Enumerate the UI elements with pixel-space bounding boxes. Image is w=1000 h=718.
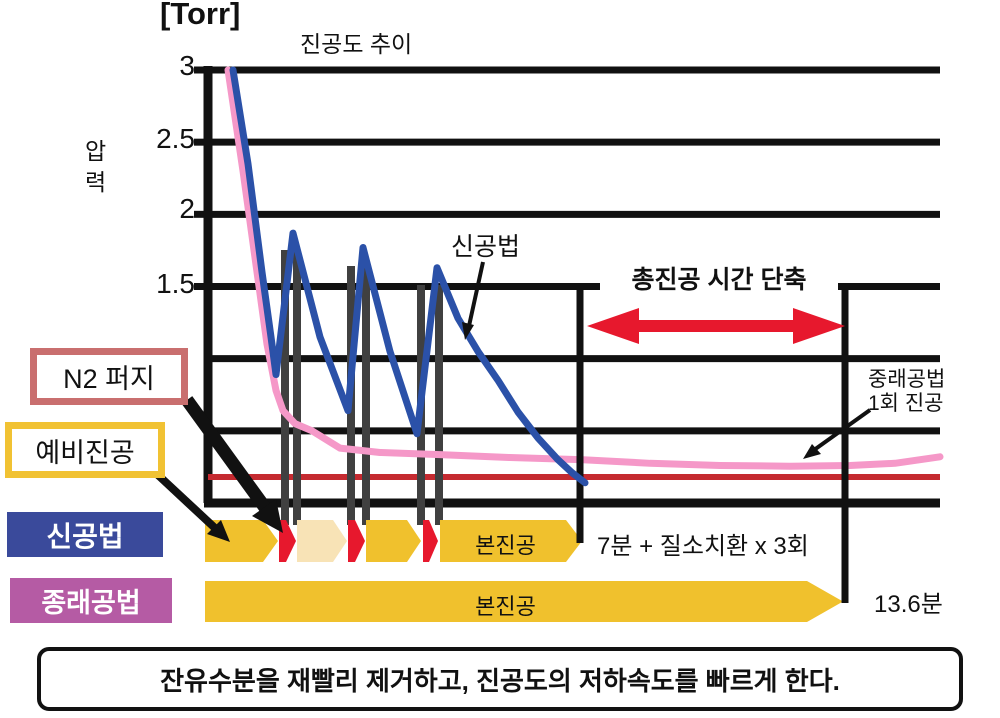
time-reduction-double-arrow	[587, 308, 845, 344]
legend-new-method: 신공법	[7, 512, 163, 557]
series-new-method-line	[229, 66, 589, 487]
y-tick-label-3: 3	[179, 50, 195, 81]
conventional-method-annotation: 중래공법 1회 진공	[868, 368, 945, 416]
process-step-cream	[297, 520, 347, 562]
y-tick-label-1-5: 1.5	[156, 268, 195, 299]
conventional-annotation-line2: 1회 진공	[868, 392, 944, 416]
annotation-arrow-line	[181, 396, 272, 513]
legend-conventional-method: 종래공법	[10, 578, 172, 623]
annotation-arrow-head	[207, 520, 230, 542]
annotation-arrow-head	[252, 499, 283, 533]
process-step-yellow	[440, 520, 582, 562]
y-tick-label-2: 2	[179, 193, 195, 224]
annotation-arrow-line	[467, 261, 485, 327]
n2-purge-callout: N2 퍼지	[30, 348, 188, 405]
annotation-arrow-head	[803, 444, 821, 459]
new-method-time-label: 7분 + 질소치환 x 3회	[597, 533, 809, 560]
y-tick-label-2-5: 2.5	[156, 123, 195, 154]
n2-purge-interval-bar	[281, 250, 289, 525]
process-step-red	[279, 520, 296, 562]
annotation-arrow-head	[462, 322, 474, 340]
n2-purge-interval-bar	[435, 285, 443, 525]
pre-vacuum-callout: 예비진공	[5, 422, 165, 478]
pressure-unit-label: [Torr]	[160, 0, 241, 31]
conventional-time-label: 13.6분	[874, 591, 943, 618]
main-vacuum-label-new: 본진공	[475, 533, 536, 558]
process-step-yellow	[366, 520, 421, 562]
n2-purge-interval-bar	[293, 250, 301, 525]
main-vacuum-label-conventional: 본진공	[475, 594, 536, 619]
summary-caption: 잔유수분을 재빨리 제거하고, 진공도의 저하속도를 빠르게 한다.	[37, 647, 963, 711]
process-step-red	[348, 520, 365, 562]
new-method-annotation: 신공법	[451, 233, 521, 261]
process-step-red	[423, 520, 438, 562]
annotation-arrow-line	[812, 408, 872, 452]
conventional-main-vacuum-bar	[205, 581, 843, 622]
time-reduction-annotation: 총진공 시간 단축	[600, 266, 838, 295]
n2-purge-interval-bar	[362, 266, 370, 525]
annotation-arrow-line	[155, 472, 219, 532]
chart-title: 진공도 추이	[300, 31, 413, 57]
y-axis-title: 압력	[85, 138, 107, 196]
series-conventional-line	[224, 66, 944, 470]
conventional-annotation-line1: 중래공법	[868, 368, 946, 391]
